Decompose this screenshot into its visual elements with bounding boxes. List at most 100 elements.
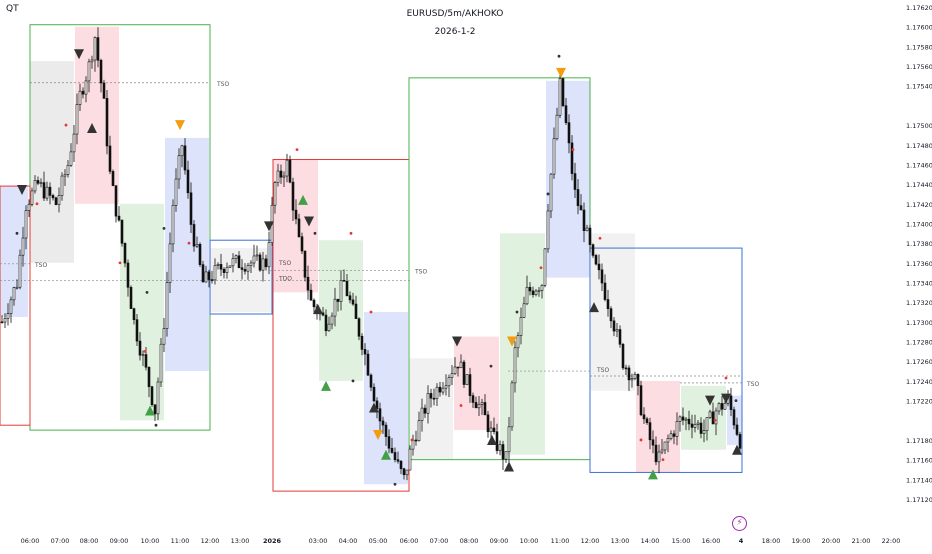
- candle-body: [432, 397, 436, 400]
- candle-body: [267, 242, 271, 268]
- candle-body: [651, 439, 655, 446]
- candle-body: [684, 418, 688, 421]
- candle-body: [303, 250, 307, 278]
- signal-triangle: [732, 444, 742, 455]
- candle-body: [486, 414, 490, 433]
- annotation-label: TSO: [34, 262, 47, 269]
- candle-body: [360, 335, 364, 350]
- candle-body: [192, 224, 196, 247]
- candle-body: [474, 402, 478, 409]
- candle-body: [408, 448, 412, 471]
- annotation-label: TSO: [216, 81, 229, 88]
- candle-body: [546, 210, 550, 250]
- candle-body: [219, 264, 223, 270]
- candle-body: [243, 269, 247, 272]
- candle-body: [48, 186, 52, 196]
- session-zone: [210, 248, 272, 313]
- y-tick-label: 1.17120: [906, 496, 932, 504]
- candle-body: [675, 421, 679, 437]
- candle-body: [732, 409, 736, 426]
- candle-body: [282, 175, 286, 178]
- signal-dot: [539, 266, 543, 270]
- candle-body: [693, 424, 697, 428]
- candle-body: [171, 204, 175, 245]
- signal-triangle: [452, 336, 462, 347]
- candle-body: [690, 423, 694, 428]
- symbol-corner-label: QT: [6, 4, 19, 14]
- signal-triangle: [507, 336, 517, 347]
- candle-body: [471, 395, 475, 403]
- candle-body: [90, 59, 94, 63]
- signal-dot: [410, 438, 414, 442]
- candle-body: [738, 434, 742, 449]
- candle-body: [231, 258, 235, 267]
- candle-body: [402, 468, 406, 476]
- annotation-label: TSO: [414, 269, 427, 276]
- signal-triangle: [264, 221, 274, 232]
- candle-body: [594, 255, 598, 265]
- candle-body: [600, 269, 604, 284]
- signal-dot: [459, 404, 463, 407]
- candle-body: [306, 276, 310, 291]
- candle-body: [33, 180, 37, 192]
- candle-body: [216, 264, 220, 266]
- candle-body: [465, 374, 469, 385]
- candle-body: [60, 175, 64, 196]
- candle-body: [276, 170, 280, 183]
- candle-body: [570, 142, 574, 174]
- signal-dot: [187, 241, 191, 245]
- signal-dot: [734, 399, 738, 402]
- candle-body: [696, 422, 700, 425]
- x-tick-label: 22:00: [882, 537, 901, 545]
- candle-body: [669, 433, 673, 439]
- candle-body: [381, 420, 385, 426]
- candle-body: [705, 417, 709, 431]
- candle-body: [708, 411, 712, 418]
- candle-body: [612, 320, 616, 332]
- candle-body: [234, 255, 238, 259]
- lightning-icon[interactable]: ⚡: [732, 516, 747, 531]
- candle-body: [549, 173, 553, 212]
- y-tick-label: 1.17460: [906, 161, 932, 169]
- candle-body: [222, 268, 226, 273]
- signal-triangle: [369, 402, 379, 413]
- candle-body: [504, 451, 508, 460]
- signal-triangle: [313, 304, 323, 315]
- x-tick-label: 03:00: [309, 537, 328, 545]
- candle-body: [414, 439, 418, 442]
- candle-body: [357, 318, 361, 337]
- signal-dot: [713, 418, 717, 422]
- candle-body: [573, 173, 577, 190]
- y-tick-label: 1.17440: [906, 181, 932, 189]
- candle-body: [648, 422, 652, 441]
- candle-body: [543, 248, 547, 286]
- x-tick-label: 07:00: [51, 537, 70, 545]
- y-tick-label: 1.17480: [906, 142, 932, 150]
- candle-body: [156, 381, 160, 415]
- candle-body: [189, 192, 193, 225]
- signal-triangle: [304, 216, 314, 227]
- candle-body: [153, 404, 157, 415]
- candle-body: [72, 133, 76, 153]
- candle-body: [330, 315, 334, 325]
- y-tick-label: 1.17220: [906, 398, 932, 406]
- signal-dot: [598, 236, 602, 240]
- candle-body: [729, 395, 733, 410]
- candle-body: [492, 427, 496, 432]
- y-tick-label: 1.17340: [906, 280, 932, 288]
- candle-body: [285, 159, 289, 177]
- candle-body: [678, 416, 682, 422]
- candle-body: [165, 282, 169, 329]
- candle-body: [666, 438, 670, 443]
- candle-body: [102, 82, 106, 99]
- candle-body: [198, 244, 202, 265]
- candle-body: [75, 104, 79, 135]
- signal-dot: [546, 192, 550, 196]
- candle-body: [483, 402, 487, 416]
- candle-body: [207, 271, 211, 280]
- candle-body: [351, 299, 355, 305]
- candle-body: [456, 366, 460, 369]
- candle-body: [717, 403, 721, 412]
- y-tick-label: 1.17360: [906, 260, 932, 268]
